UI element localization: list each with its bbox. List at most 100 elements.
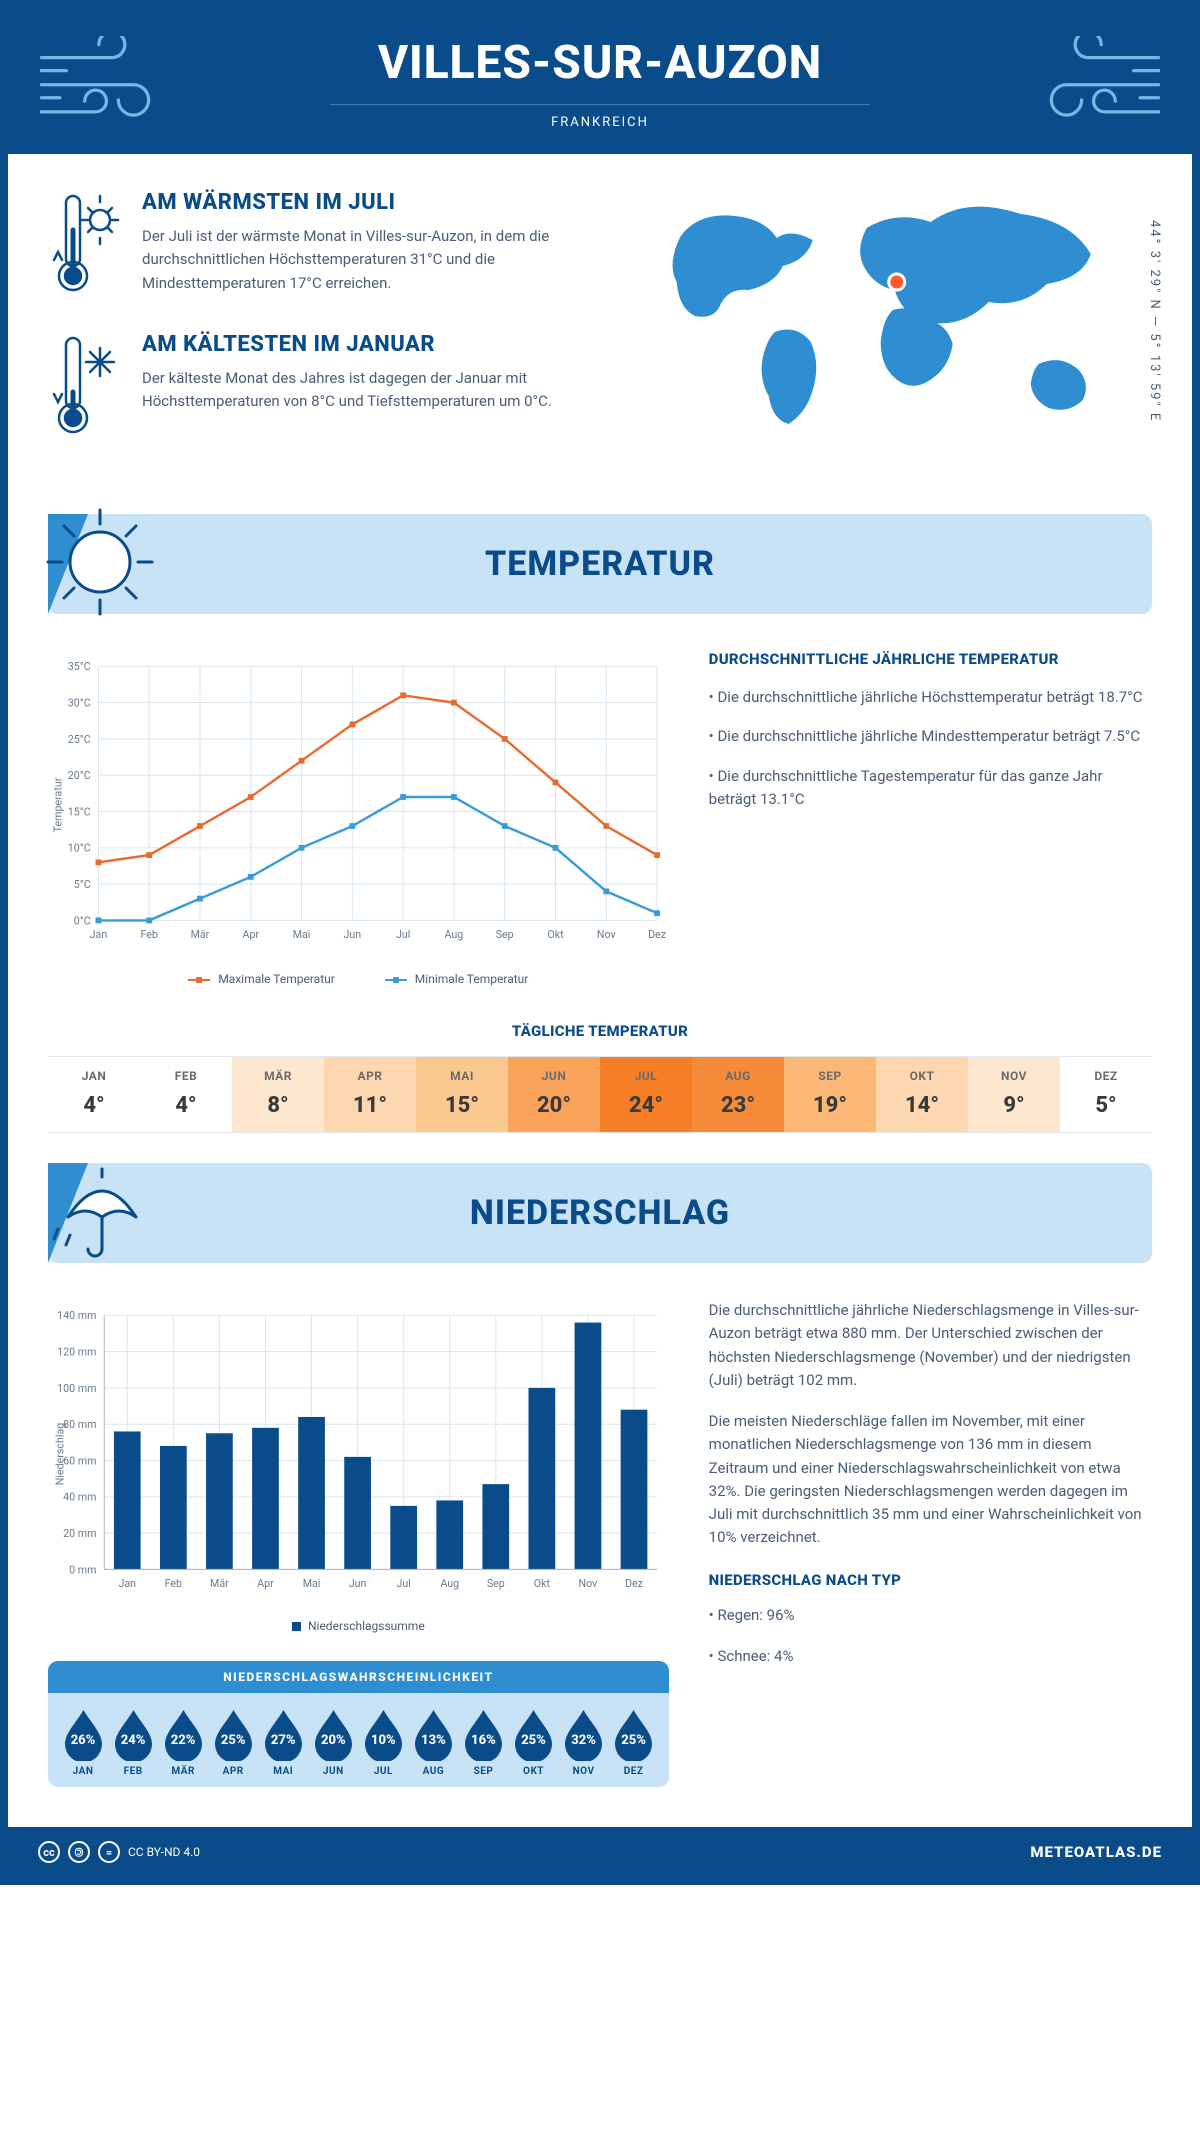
svg-text:Temperatur: Temperatur: [52, 777, 65, 832]
world-map: [641, 190, 1152, 450]
svg-text:30°C: 30°C: [68, 696, 91, 709]
temp-chart-legend: Maximale Temperatur Minimale Temperatur: [48, 972, 669, 986]
daily-temp-cell: JUN20°: [508, 1057, 600, 1132]
temp-bullet-1: • Die durchschnittliche jährliche Höchst…: [709, 686, 1152, 709]
precip-chart-legend: Niederschlagssumme: [48, 1619, 669, 1633]
thermometer-cold-icon: [48, 332, 122, 442]
likelihood-drop: 24%FEB: [108, 1707, 158, 1777]
location-title: VILLES-SUR-AUZON: [28, 36, 1172, 90]
svg-text:Nov: Nov: [597, 928, 616, 941]
svg-text:Jan: Jan: [118, 1577, 136, 1590]
svg-text:35°C: 35°C: [68, 660, 91, 673]
license-badge: cc 🄯 = CC BY-ND 4.0: [38, 1841, 200, 1863]
precip-type-2: • Schnee: 4%: [709, 1645, 1152, 1668]
svg-text:Sep: Sep: [487, 1577, 505, 1590]
svg-text:Mai: Mai: [303, 1577, 321, 1590]
svg-text:Niederschlag: Niederschlag: [54, 1423, 67, 1485]
svg-text:140 mm: 140 mm: [57, 1309, 96, 1322]
likelihood-drop: 25%DEZ: [609, 1707, 659, 1777]
nd-icon: =: [98, 1841, 120, 1863]
svg-text:15°C: 15°C: [68, 805, 91, 818]
svg-text:0°C: 0°C: [74, 914, 91, 927]
svg-text:Okt: Okt: [547, 928, 564, 941]
temp-bullet-2: • Die durchschnittliche jährliche Mindes…: [709, 725, 1152, 748]
daily-temp-cell: DEZ5°: [1060, 1057, 1152, 1132]
svg-text:Okt: Okt: [534, 1577, 551, 1590]
svg-text:Apr: Apr: [243, 928, 260, 941]
warmest-text: Der Juli ist der wärmste Monat in Villes…: [142, 225, 611, 295]
svg-text:Jun: Jun: [349, 1577, 367, 1590]
svg-text:10°C: 10°C: [68, 842, 91, 855]
svg-text:Dez: Dez: [625, 1577, 643, 1590]
svg-text:100 mm: 100 mm: [57, 1382, 96, 1395]
coldest-title: AM KÄLTESTEN IM JANUAR: [142, 332, 611, 357]
svg-text:60 mm: 60 mm: [63, 1454, 96, 1467]
warmest-title: AM WÄRMSTEN IM JULI: [142, 190, 611, 215]
thermometer-hot-icon: [48, 190, 122, 300]
by-icon: 🄯: [68, 1841, 90, 1863]
precipitation-bar-chart: 0 mm20 mm40 mm60 mm80 mm100 mm120 mm140 …: [48, 1299, 669, 1609]
brand-label: METEOATLAS.DE: [1030, 1843, 1162, 1861]
cc-icon: cc: [38, 1841, 60, 1863]
svg-text:Mai: Mai: [293, 928, 311, 941]
daily-temp-cell: NOV9°: [968, 1057, 1060, 1132]
coldest-block: AM KÄLTESTEN IM JANUAR Der kälteste Mona…: [48, 332, 611, 446]
daily-temp-cell: APR11°: [324, 1057, 416, 1132]
temp-text-heading: DURCHSCHNITTLICHE JÄHRLICHE TEMPERATUR: [709, 650, 1152, 668]
daily-temp-table: JAN4°FEB4°MÄR8°APR11°MAI15°JUN20°JUL24°A…: [48, 1056, 1152, 1133]
svg-text:25°C: 25°C: [68, 733, 91, 746]
coordinates-label: 44° 3' 29" N — 5° 13' 59" E: [1147, 220, 1162, 422]
temperature-banner: TEMPERATUR: [48, 514, 1152, 614]
svg-text:120 mm: 120 mm: [57, 1345, 96, 1358]
license-text: CC BY-ND 4.0: [128, 1845, 200, 1859]
svg-text:Jul: Jul: [396, 1577, 410, 1590]
likelihood-drop: 25%OKT: [509, 1707, 559, 1777]
temperature-heading: TEMPERATUR: [485, 544, 715, 584]
daily-temp-cell: MAI15°: [416, 1057, 508, 1132]
daily-temp-cell: JAN4°: [48, 1057, 140, 1132]
svg-text:Apr: Apr: [257, 1577, 274, 1590]
daily-temp-cell: FEB4°: [140, 1057, 232, 1132]
infographic-container: VILLES-SUR-AUZON FRANKREICH: [0, 0, 1200, 1885]
daily-temp-cell: OKT14°: [876, 1057, 968, 1132]
likelihood-drop: 20%JUN: [308, 1707, 358, 1777]
precip-paragraph-1: Die durchschnittliche jährliche Niedersc…: [709, 1299, 1152, 1392]
likelihood-drop: 25%APR: [208, 1707, 258, 1777]
legend-min-label: Minimale Temperatur: [415, 972, 529, 986]
svg-text:0 mm: 0 mm: [69, 1563, 96, 1576]
svg-text:Mär: Mär: [191, 928, 210, 941]
svg-text:Mär: Mär: [210, 1577, 229, 1590]
svg-text:Jun: Jun: [344, 928, 362, 941]
umbrella-icon: [40, 1151, 160, 1271]
coldest-text: Der kälteste Monat des Jahres ist dagege…: [142, 367, 611, 414]
svg-text:Aug: Aug: [445, 928, 464, 941]
precip-type-heading: NIEDERSCHLAG NACH TYP: [709, 1568, 1152, 1592]
precip-paragraph-2: Die meisten Niederschläge fallen im Nove…: [709, 1410, 1152, 1550]
precip-heading: NIEDERSCHLAG: [470, 1193, 730, 1233]
likelihood-drop: 22%MÄR: [158, 1707, 208, 1777]
wind-icon: [1034, 36, 1164, 134]
svg-text:Nov: Nov: [579, 1577, 598, 1590]
daily-temp-cell: AUG23°: [692, 1057, 784, 1132]
temperature-line-chart: 0°C5°C10°C15°C20°C25°C30°C35°CJanFebMärA…: [48, 650, 669, 960]
svg-text:20 mm: 20 mm: [63, 1527, 96, 1540]
precip-type-1: • Regen: 96%: [709, 1604, 1152, 1627]
svg-text:Jul: Jul: [396, 928, 410, 941]
legend-max-label: Maximale Temperatur: [218, 972, 334, 986]
daily-temp-cell: MÄR8°: [232, 1057, 324, 1132]
svg-text:Jan: Jan: [90, 928, 108, 941]
precip-legend-label: Niederschlagssumme: [308, 1619, 425, 1633]
likelihood-title: NIEDERSCHLAGSWAHRSCHEINLICHKEIT: [48, 1661, 669, 1693]
likelihood-drop: 10%JUL: [358, 1707, 408, 1777]
svg-text:5°C: 5°C: [74, 878, 91, 891]
svg-text:40 mm: 40 mm: [63, 1491, 96, 1504]
likelihood-drop: 32%NOV: [559, 1707, 609, 1777]
precip-banner: NIEDERSCHLAG: [48, 1163, 1152, 1263]
wind-icon: [36, 36, 166, 134]
footer: cc 🄯 = CC BY-ND 4.0 METEOATLAS.DE: [8, 1827, 1192, 1877]
warmest-block: AM WÄRMSTEN IM JULI Der Juli ist der wär…: [48, 190, 611, 304]
svg-text:Feb: Feb: [165, 1577, 182, 1590]
likelihood-drop: 16%SEP: [458, 1707, 508, 1777]
likelihood-drop: 13%AUG: [408, 1707, 458, 1777]
temp-bullet-3: • Die durchschnittliche Tagestemperatur …: [709, 765, 1152, 812]
